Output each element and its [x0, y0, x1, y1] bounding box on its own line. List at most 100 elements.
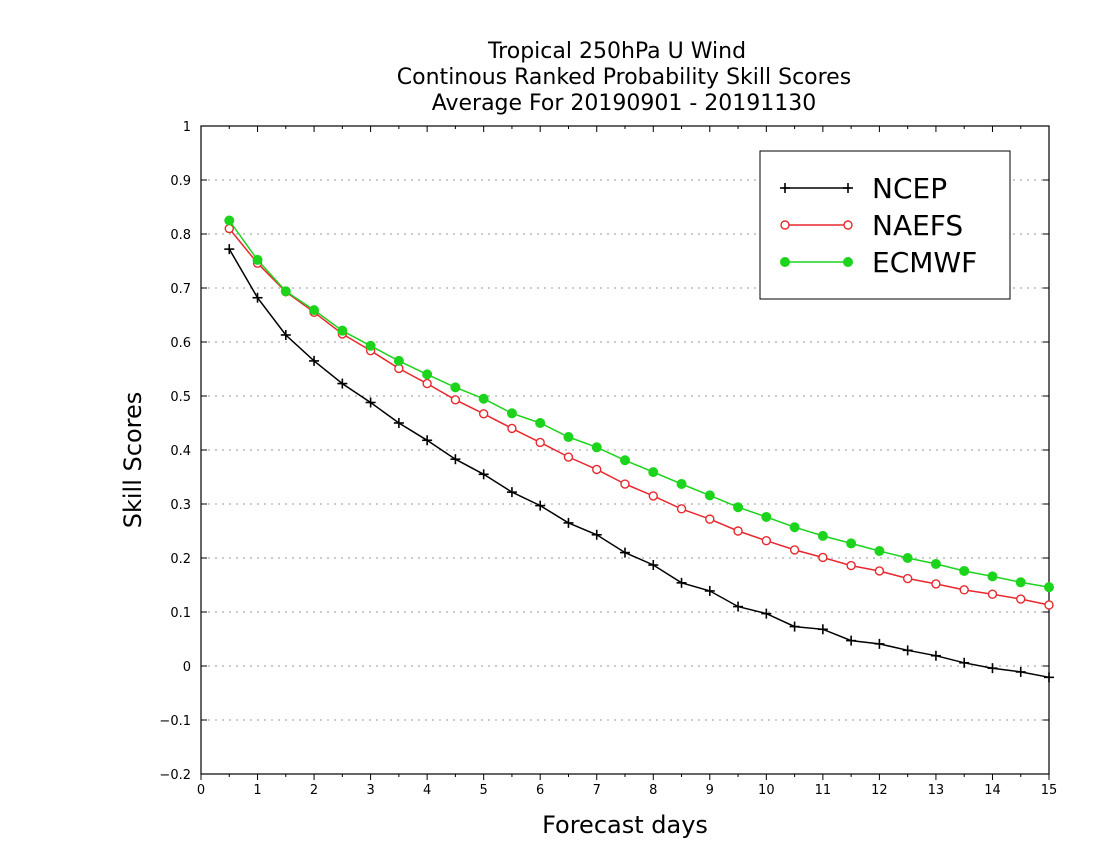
data-point-ncep — [309, 355, 320, 366]
data-point-naefs — [620, 479, 630, 489]
y-axis-label: Skill Scores — [119, 392, 147, 529]
chart-title-line-3: Average For 20190901 - 20191130 — [432, 91, 817, 116]
legend-marker-ncep — [780, 183, 790, 193]
y-tick-label: 0.8 — [170, 228, 191, 243]
legend-marker-naefs — [780, 220, 790, 230]
legend: NCEP NAEFS ECMWF — [759, 150, 1011, 300]
x-tick-label: 7 — [593, 783, 601, 798]
data-point-ncep — [959, 657, 970, 668]
data-point-ncep — [620, 547, 630, 558]
legend-marker-ecmwf — [843, 257, 853, 267]
x-axis-label: Forecast days — [542, 811, 708, 839]
x-tick-label: 2 — [310, 783, 318, 798]
data-point-ecmwf — [591, 442, 602, 453]
x-tick-label: 3 — [366, 783, 374, 798]
y-tick-label: 0.7 — [170, 282, 191, 297]
series-ncep — [224, 244, 1054, 683]
gridlines — [201, 179, 1049, 721]
y-tick-label: 0.4 — [170, 444, 191, 459]
legend-marker-ecmwf — [780, 257, 790, 267]
x-tick-label: 13 — [928, 783, 945, 798]
y-tick-label: 0.9 — [170, 174, 191, 189]
axis-ticks: −0.2−0.100.10.20.30.40.50.60.70.80.910 1 2… — [159, 120, 1057, 798]
data-point-ncep — [563, 517, 574, 528]
data-point-naefs — [507, 423, 517, 434]
data-point-ncep — [450, 454, 461, 465]
data-point-ncep — [1044, 672, 1054, 683]
data-point-ecmwf — [789, 522, 800, 533]
x-tick-label: 12 — [871, 783, 888, 798]
data-point-ecmwf — [337, 325, 348, 336]
data-point-ecmwf — [280, 286, 291, 297]
x-tick-label: 1 — [253, 783, 261, 798]
data-point-ecmwf — [506, 408, 517, 419]
data-point-naefs — [846, 560, 856, 571]
data-point-ecmwf — [563, 432, 574, 443]
x-tick-label: 15 — [1041, 783, 1058, 798]
x-tick-label: 6 — [536, 783, 544, 798]
data-point-ecmwf — [846, 538, 857, 549]
data-point-ncep — [393, 418, 404, 428]
series-line-naefs — [228, 228, 1050, 606]
data-point-ecmwf — [1044, 582, 1054, 593]
x-tick-label: 5 — [480, 783, 488, 798]
data-point-naefs — [761, 536, 772, 546]
data-point-ncep — [648, 560, 659, 571]
data-point-ncep — [365, 397, 376, 408]
x-tick-label: 4 — [423, 783, 431, 798]
x-tick-label: 8 — [649, 783, 657, 798]
data-point-ncep — [535, 500, 546, 511]
data-point-ncep — [280, 329, 291, 340]
series-layer — [224, 215, 1054, 683]
data-point-naefs — [478, 409, 489, 419]
data-point-naefs — [592, 464, 602, 475]
chart-title-line-2: Continous Ranked Probability Skill Score… — [397, 65, 851, 90]
data-point-naefs — [902, 573, 913, 584]
data-point-naefs — [422, 378, 432, 389]
data-point-ecmwf — [930, 558, 941, 569]
y-tick-label: 1 — [183, 120, 191, 135]
x-tick-label: 0 — [197, 783, 205, 798]
data-point-ecmwf — [959, 565, 970, 576]
data-point-naefs — [1044, 600, 1054, 610]
data-point-ecmwf — [1015, 577, 1026, 588]
data-point-ncep — [902, 645, 913, 656]
legend-marker-naefs — [843, 220, 853, 230]
y-tick-label: 0.3 — [170, 498, 191, 513]
series-ecmwf — [224, 215, 1054, 593]
data-point-ncep — [676, 577, 687, 588]
data-point-ecmwf — [224, 215, 235, 226]
legend-label-naefs: NAEFS — [872, 209, 963, 242]
data-point-ncep — [930, 650, 941, 661]
data-point-ncep — [422, 435, 433, 446]
data-point-ecmwf — [450, 382, 461, 393]
data-point-ecmwf — [365, 340, 376, 351]
x-tick-label: 9 — [706, 783, 714, 798]
data-point-ecmwf — [393, 355, 404, 366]
data-point-ecmwf — [817, 530, 828, 541]
data-point-ecmwf — [704, 490, 715, 501]
data-point-ecmwf — [733, 502, 744, 513]
data-point-naefs — [535, 437, 545, 448]
data-point-ecmwf — [987, 571, 998, 582]
data-point-ncep — [224, 244, 235, 255]
chart-title: Tropical 250hPa U Wind Continous Ranked … — [397, 39, 851, 116]
data-point-ncep — [817, 624, 828, 635]
data-point-naefs — [818, 552, 828, 563]
data-point-ncep — [506, 487, 517, 498]
data-point-ecmwf — [309, 305, 320, 316]
data-point-ecmwf — [422, 369, 433, 380]
legend-item-ncep: NCEP — [780, 172, 947, 205]
chart-title-line-1: Tropical 250hPa U Wind — [487, 39, 746, 64]
legend-item-naefs: NAEFS — [780, 209, 963, 242]
data-point-ecmwf — [252, 254, 263, 265]
data-point-ncep — [987, 663, 998, 674]
data-point-naefs — [959, 585, 969, 595]
y-tick-label: 0.5 — [170, 390, 191, 405]
data-point-naefs — [789, 545, 800, 555]
data-point-ncep — [733, 601, 744, 612]
data-point-ecmwf — [620, 455, 630, 466]
data-point-ncep — [846, 635, 857, 646]
data-point-naefs — [987, 589, 998, 599]
data-point-ncep — [478, 469, 489, 480]
